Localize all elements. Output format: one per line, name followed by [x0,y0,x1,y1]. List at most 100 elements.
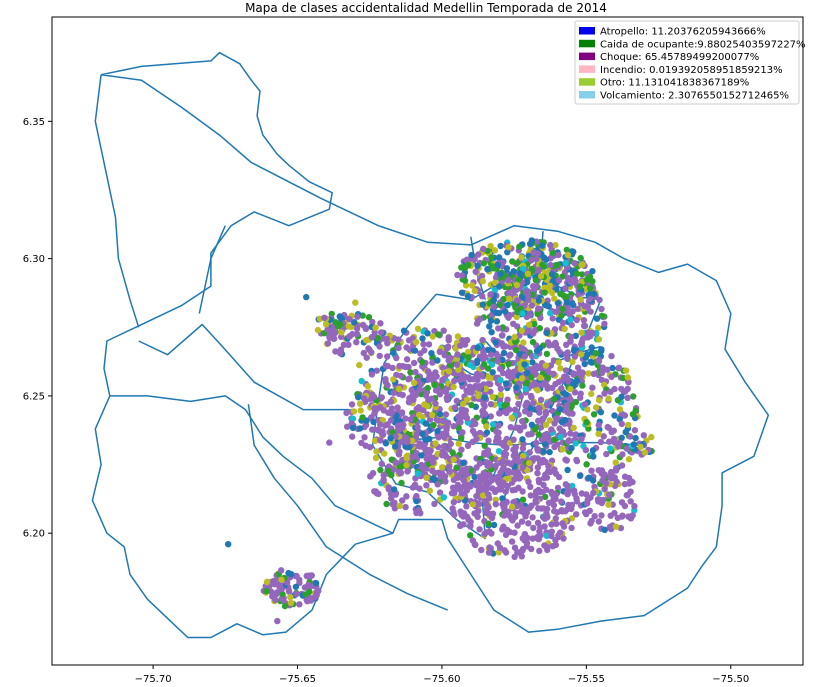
accident-point-8-74 [383,335,391,343]
accident-point-5-140 [583,461,590,468]
accident-point-4-229 [382,362,390,369]
accident-point-4-29 [482,385,490,392]
accident-point-1-290 [513,313,520,320]
accident-point-4-233 [390,389,397,396]
accident-point-6-64 [392,443,399,450]
accident-point-1-331 [545,368,552,375]
accident-point-4-191 [445,357,452,364]
accident-point-5-40 [618,462,626,469]
accident-point-3-310 [536,488,544,496]
accident-point-3-144 [518,518,526,525]
accident-point-1-180 [529,382,536,389]
accident-point-2-248 [530,283,537,290]
accident-point-5-136 [590,411,598,418]
accident-point-3-279 [479,486,487,493]
accident-point-0-637 [497,385,504,392]
accident-point-1-236 [579,335,587,342]
accident-point-0-343 [510,436,517,443]
accident-point-6-61 [399,497,406,504]
accident-point-4-102 [451,404,459,411]
accident-point-1-143 [518,375,526,382]
accident-point-10-83 [302,591,309,598]
accident-point-0-498 [481,418,488,425]
accident-point-8-62 [362,324,369,331]
accident-point-10-77 [312,579,320,587]
accident-point-8-63 [374,334,382,342]
accident-point-3-307 [552,515,559,522]
accident-point-3-304 [558,498,565,505]
accident-point-4-90 [455,413,462,420]
accident-point-2-239 [463,256,471,263]
accident-point-2-179 [509,258,516,265]
accident-point-5-163 [557,433,564,441]
accident-point-9-64 [377,437,384,444]
accident-point-2-243 [530,249,537,256]
accident-point-12-6 [648,433,655,441]
accident-point-4-77 [439,376,446,384]
accident-point-2-190 [550,276,557,284]
accident-point-7-71 [618,513,626,520]
accident-point-6-148 [460,466,467,474]
accident-point-4-147 [424,384,431,392]
x-tick-label-4: −75.50 [712,674,749,685]
accident-point-3-301 [489,485,496,492]
accident-point-1-308 [479,336,486,344]
accident-point-2-273 [528,237,535,244]
accident-point-1-328 [495,325,502,332]
accident-point-4-7 [376,352,383,360]
accident-point-4-248 [430,421,437,429]
accident-point-2-297 [514,297,521,304]
accident-point-2-161 [575,291,582,299]
accident-point-7-64 [584,500,591,507]
accident-point-3-118 [492,496,499,503]
accident-point-9-60 [374,426,381,434]
accident-point-4-240 [390,376,397,383]
accident-point-2-139 [532,277,539,284]
accident-point-5-85 [609,364,616,372]
accident-point-4-164 [484,365,492,372]
accident-point-5-208 [618,420,625,428]
accident-point-0-378 [470,417,477,425]
accident-point-2-254 [535,297,542,304]
accident-point-10-82 [263,578,271,586]
accident-point-4-203 [450,423,457,430]
accident-point-9-67 [389,409,396,416]
accident-point-8-55 [346,333,353,340]
accident-point-4-223 [368,371,376,378]
accident-point-6-118 [390,486,398,493]
accident-point-1-332 [541,284,548,291]
accident-point-6-1 [458,446,465,453]
accident-point-3-149 [485,504,492,511]
accident-point-13-16 [396,463,403,471]
accident-point-0-462 [452,345,459,352]
accident-point-5-124 [564,374,571,382]
accident-point-1-392 [558,312,565,319]
accident-point-10-67 [287,599,295,606]
accident-point-6-110 [415,506,423,514]
accident-point-3-217 [528,545,535,553]
accident-point-5-142 [595,430,602,437]
accident-point-3-328 [524,534,531,541]
accident-point-0-413 [464,442,472,449]
y-tick-label-0: 6.20 [23,529,45,540]
accident-point-5-125 [605,395,612,402]
accident-point-11-25 [334,322,342,330]
accident-point-0-129 [554,441,561,448]
accident-point-0-137 [519,418,526,425]
accident-point-11-26 [321,314,328,321]
accident-point-8-59 [346,316,353,323]
accident-point-4-157 [435,417,442,424]
y-tick-label-1: 6.25 [23,391,45,402]
accident-point-3-212 [562,508,569,515]
accident-point-6-93 [418,452,425,459]
accident-point-1-259 [479,293,486,300]
accident-point-1-238 [518,327,525,334]
accident-point-1-146 [524,379,531,387]
accident-point-6-82 [438,464,446,471]
accident-point-5-67 [616,406,624,413]
accident-point-3-337 [533,534,540,541]
accident-point-2-277 [488,254,495,261]
accident-point-1-277 [555,378,563,386]
accident-point-9-50 [371,410,378,417]
accident-point-3-177 [543,486,550,493]
